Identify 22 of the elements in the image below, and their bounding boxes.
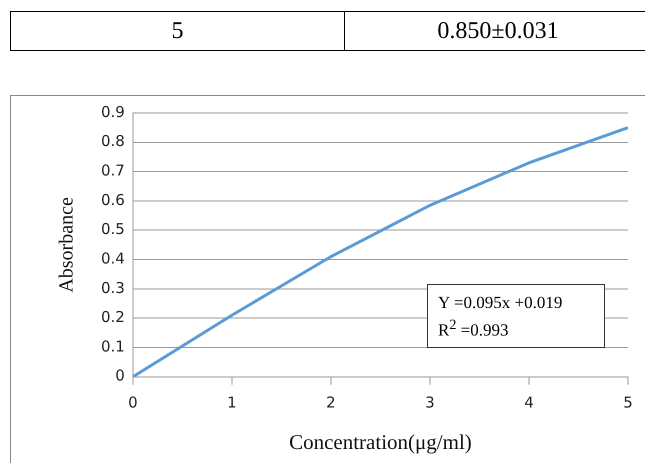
x-tick-label: 2 — [326, 394, 336, 412]
annotation: Y =0.095x +0.019 — [438, 292, 564, 314]
x-tick-label: 4 — [524, 394, 534, 412]
y-tick-label: 0.1 — [100, 337, 125, 356]
x-tick-label: 5 — [623, 394, 633, 412]
y-tick-label: 0.9 — [100, 102, 125, 121]
y-tick-label: 0.3 — [100, 278, 125, 297]
x-axis-title: Concentration(μg/ml) — [289, 430, 472, 454]
y-tick-label: 0.7 — [100, 162, 125, 180]
y-tick-label: 0 — [115, 366, 125, 385]
text: 0.850±0.031 — [436, 16, 560, 46]
y-axis-title: Absorbance — [55, 197, 78, 293]
annotation: R$^{2}$ =0.993 — [438, 316, 510, 342]
y-tick-label: 0.8 — [100, 132, 125, 150]
y-tick-label: 0.4 — [100, 249, 125, 268]
x-tick-label: 0 — [128, 394, 138, 412]
x-tick-label: 1 — [227, 394, 237, 412]
text: 5 — [11, 12, 345, 50]
y-tick-label: 0.6 — [100, 190, 125, 209]
y-tick-label: 0.2 — [100, 308, 125, 326]
x-tick-label: 3 — [425, 394, 435, 412]
y-tick-label: 0.5 — [100, 220, 125, 238]
